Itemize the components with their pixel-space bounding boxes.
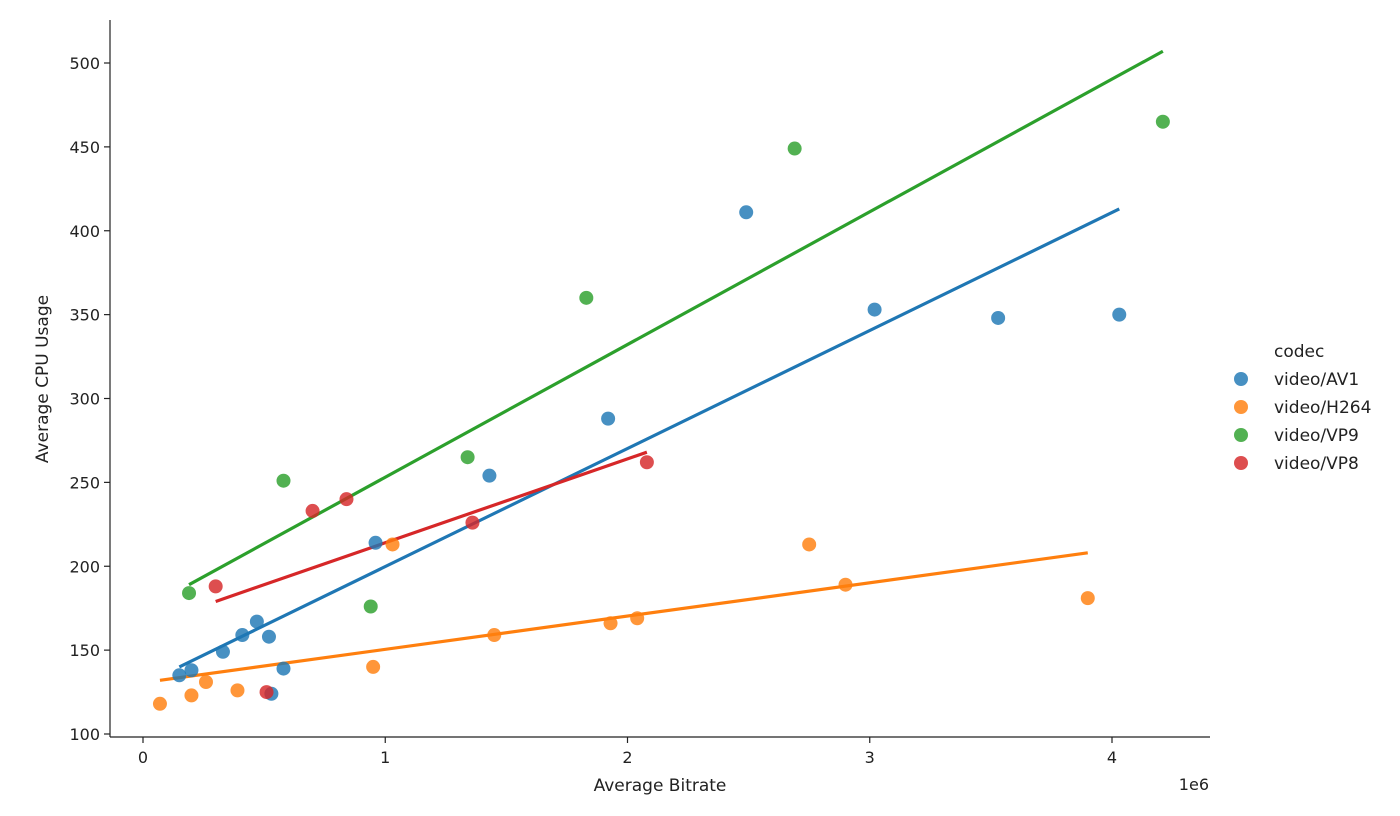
x-ticks: 0 1 2 3 4 [138,737,1117,767]
data-point [366,659,381,674]
data-point [368,535,383,550]
data-point [802,537,817,552]
data-point [184,663,199,678]
regression-line [215,450,648,603]
x-axis-offset-label: 1e6 [1179,775,1209,794]
y-ticks: 100 150 200 250 300 350 400 450 500 [69,54,110,744]
y-tick-label: 400 [69,222,100,241]
legend-label: video/H264 [1274,398,1371,418]
data-point [787,141,802,156]
data-point [259,685,274,700]
x-tick-label: 0 [138,748,148,767]
data-point [198,674,213,689]
legend-marker [1234,400,1248,414]
data-point [603,616,618,631]
legend-entries: video/AV1 video/H264 video/VP9 video/VP8 [1234,370,1371,474]
data-point [172,668,187,683]
data-point [249,614,264,629]
data-point [152,696,167,711]
regression-line [178,207,1120,669]
legend-marker [1234,372,1248,386]
legend-label: video/VP9 [1274,426,1359,446]
data-point [838,577,853,592]
legend: codec video/AV1video/H264video/VP9video/… [1234,342,1371,474]
data-point [385,537,400,552]
data-point [276,661,291,676]
data-point [630,611,645,626]
data-point [639,455,654,470]
legend-label: video/VP8 [1274,454,1359,474]
data-point [339,492,354,507]
data-point [230,683,245,698]
data-point [182,586,197,601]
regression-line [159,551,1088,682]
y-tick-label: 200 [69,557,100,576]
regression-lines [159,49,1164,682]
x-tick-label: 1 [380,748,390,767]
data-point [867,302,882,317]
legend-label: video/AV1 [1274,370,1359,390]
y-tick-label: 250 [69,473,100,492]
data-point [215,644,230,659]
x-tick-label: 3 [865,748,875,767]
data-points [152,114,1170,711]
legend-title: codec [1274,342,1324,362]
y-tick-label: 100 [69,725,100,744]
data-point [460,450,475,465]
data-point [1155,114,1170,129]
data-point [184,688,199,703]
y-axis-label: Average CPU Usage [33,295,53,463]
data-point [208,579,223,594]
data-point [235,628,250,643]
y-tick-label: 150 [69,641,100,660]
data-point [1080,591,1095,606]
data-point [305,503,320,518]
axes: 100 150 200 250 300 350 400 450 500 0 1 2 3 4 [69,20,1210,767]
data-point [363,599,378,614]
x-tick-label: 2 [622,748,632,767]
data-point [991,310,1006,325]
data-point [261,629,276,644]
data-point [276,473,291,488]
x-axis-label: Average Bitrate [594,776,727,796]
x-tick-label: 4 [1107,748,1117,767]
data-point [601,411,616,426]
data-point [482,468,497,483]
data-point [579,290,594,305]
y-tick-label: 350 [69,306,100,325]
y-tick-label: 300 [69,390,100,409]
y-tick-label: 500 [69,54,100,73]
legend-marker [1234,456,1248,470]
data-point [739,205,754,220]
legend-marker [1234,428,1248,442]
data-point [1112,307,1127,322]
regression-line [188,49,1164,587]
data-point [487,628,502,643]
data-point [465,515,480,530]
y-tick-label: 450 [69,138,100,157]
